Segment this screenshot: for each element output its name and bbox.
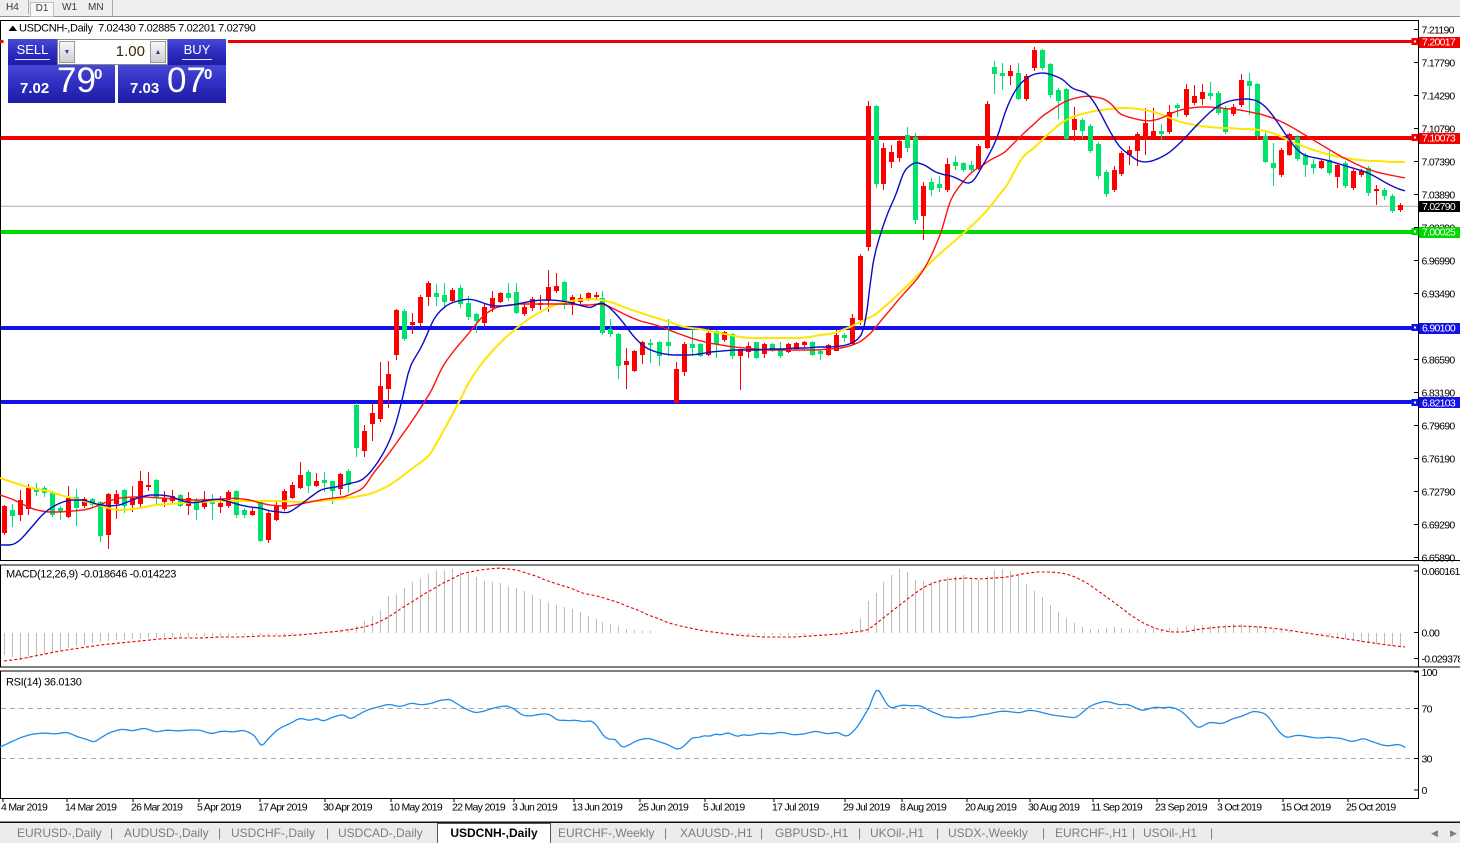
svg-text:29 Jul 2019: 29 Jul 2019	[843, 802, 890, 814]
svg-text:30 Apr 2019: 30 Apr 2019	[323, 802, 373, 814]
svg-text:14 Mar 2019: 14 Mar 2019	[65, 802, 117, 814]
svg-text:17 Apr 2019: 17 Apr 2019	[258, 802, 308, 814]
svg-text:6.90100: 6.90100	[1422, 323, 1456, 335]
svg-text:7.07390: 7.07390	[1422, 156, 1456, 168]
svg-text:7.10073: 7.10073	[1422, 133, 1456, 145]
svg-text:5 Apr 2019: 5 Apr 2019	[197, 802, 242, 814]
svg-text:3 Oct 2019: 3 Oct 2019	[1217, 802, 1262, 814]
svg-text:70: 70	[1422, 703, 1433, 715]
svg-text:23 Sep 2019: 23 Sep 2019	[1155, 802, 1208, 814]
svg-text:17 Jul 2019: 17 Jul 2019	[772, 802, 819, 814]
svg-text:6.69290: 6.69290	[1422, 519, 1456, 531]
svg-text:7.14290: 7.14290	[1422, 90, 1456, 102]
svg-text:6.83190: 6.83190	[1422, 387, 1456, 399]
svg-text:7.17790: 7.17790	[1422, 57, 1456, 69]
svg-text:6.82103: 6.82103	[1422, 398, 1456, 410]
svg-text:6.86590: 6.86590	[1422, 354, 1456, 366]
svg-text:30 Aug 2019: 30 Aug 2019	[1028, 802, 1080, 814]
svg-text:7.20017: 7.20017	[1422, 37, 1456, 49]
svg-text:7.03890: 7.03890	[1422, 189, 1456, 201]
svg-text:USDCNH-,Daily 7.02430 7.02885: USDCNH-,Daily 7.02430 7.02885 7.02201 7.…	[19, 23, 256, 35]
svg-text:0: 0	[1422, 785, 1428, 797]
svg-text:7.21190: 7.21190	[1422, 24, 1455, 36]
svg-text:6.76190: 6.76190	[1422, 453, 1456, 465]
svg-text:30: 30	[1422, 753, 1433, 765]
svg-text:RSI(14) 36.0130: RSI(14) 36.0130	[6, 677, 82, 689]
svg-text:0.00: 0.00	[1422, 627, 1440, 639]
svg-text:0.060161: 0.060161	[1422, 566, 1460, 578]
svg-text:10 May 2019: 10 May 2019	[389, 802, 443, 814]
svg-text:8 Aug 2019: 8 Aug 2019	[900, 802, 947, 814]
svg-text:3 Jun 2019: 3 Jun 2019	[512, 802, 558, 814]
svg-text:6.96990: 6.96990	[1422, 255, 1456, 267]
svg-text:26 Mar 2019: 26 Mar 2019	[131, 802, 183, 814]
svg-text:6.72790: 6.72790	[1422, 486, 1456, 498]
svg-text:25 Jun 2019: 25 Jun 2019	[638, 802, 689, 814]
svg-text:25 Oct 2019: 25 Oct 2019	[1346, 802, 1396, 814]
svg-text:22 May 2019: 22 May 2019	[452, 802, 506, 814]
svg-text:7.00025: 7.00025	[1422, 227, 1456, 239]
svg-text:5 Jul 2019: 5 Jul 2019	[703, 802, 745, 814]
svg-text:MACD(12,26,9) -0.018646 -0.014: MACD(12,26,9) -0.018646 -0.014223	[6, 569, 176, 581]
svg-text:100: 100	[1422, 667, 1438, 679]
svg-text:7.02790: 7.02790	[1422, 201, 1456, 213]
svg-text:7.10790: 7.10790	[1422, 123, 1456, 135]
svg-text:15 Oct 2019: 15 Oct 2019	[1281, 802, 1331, 814]
svg-text:20 Aug 2019: 20 Aug 2019	[965, 802, 1017, 814]
svg-text:-0.029378: -0.029378	[1422, 653, 1460, 665]
svg-text:11 Sep 2019: 11 Sep 2019	[1091, 802, 1143, 814]
svg-text:6.79690: 6.79690	[1422, 420, 1456, 432]
svg-text:6.93490: 6.93490	[1422, 288, 1456, 300]
svg-text:6.65890: 6.65890	[1422, 552, 1456, 564]
svg-text:4 Mar 2019: 4 Mar 2019	[1, 802, 48, 814]
svg-text:13 Jun 2019: 13 Jun 2019	[572, 802, 623, 814]
